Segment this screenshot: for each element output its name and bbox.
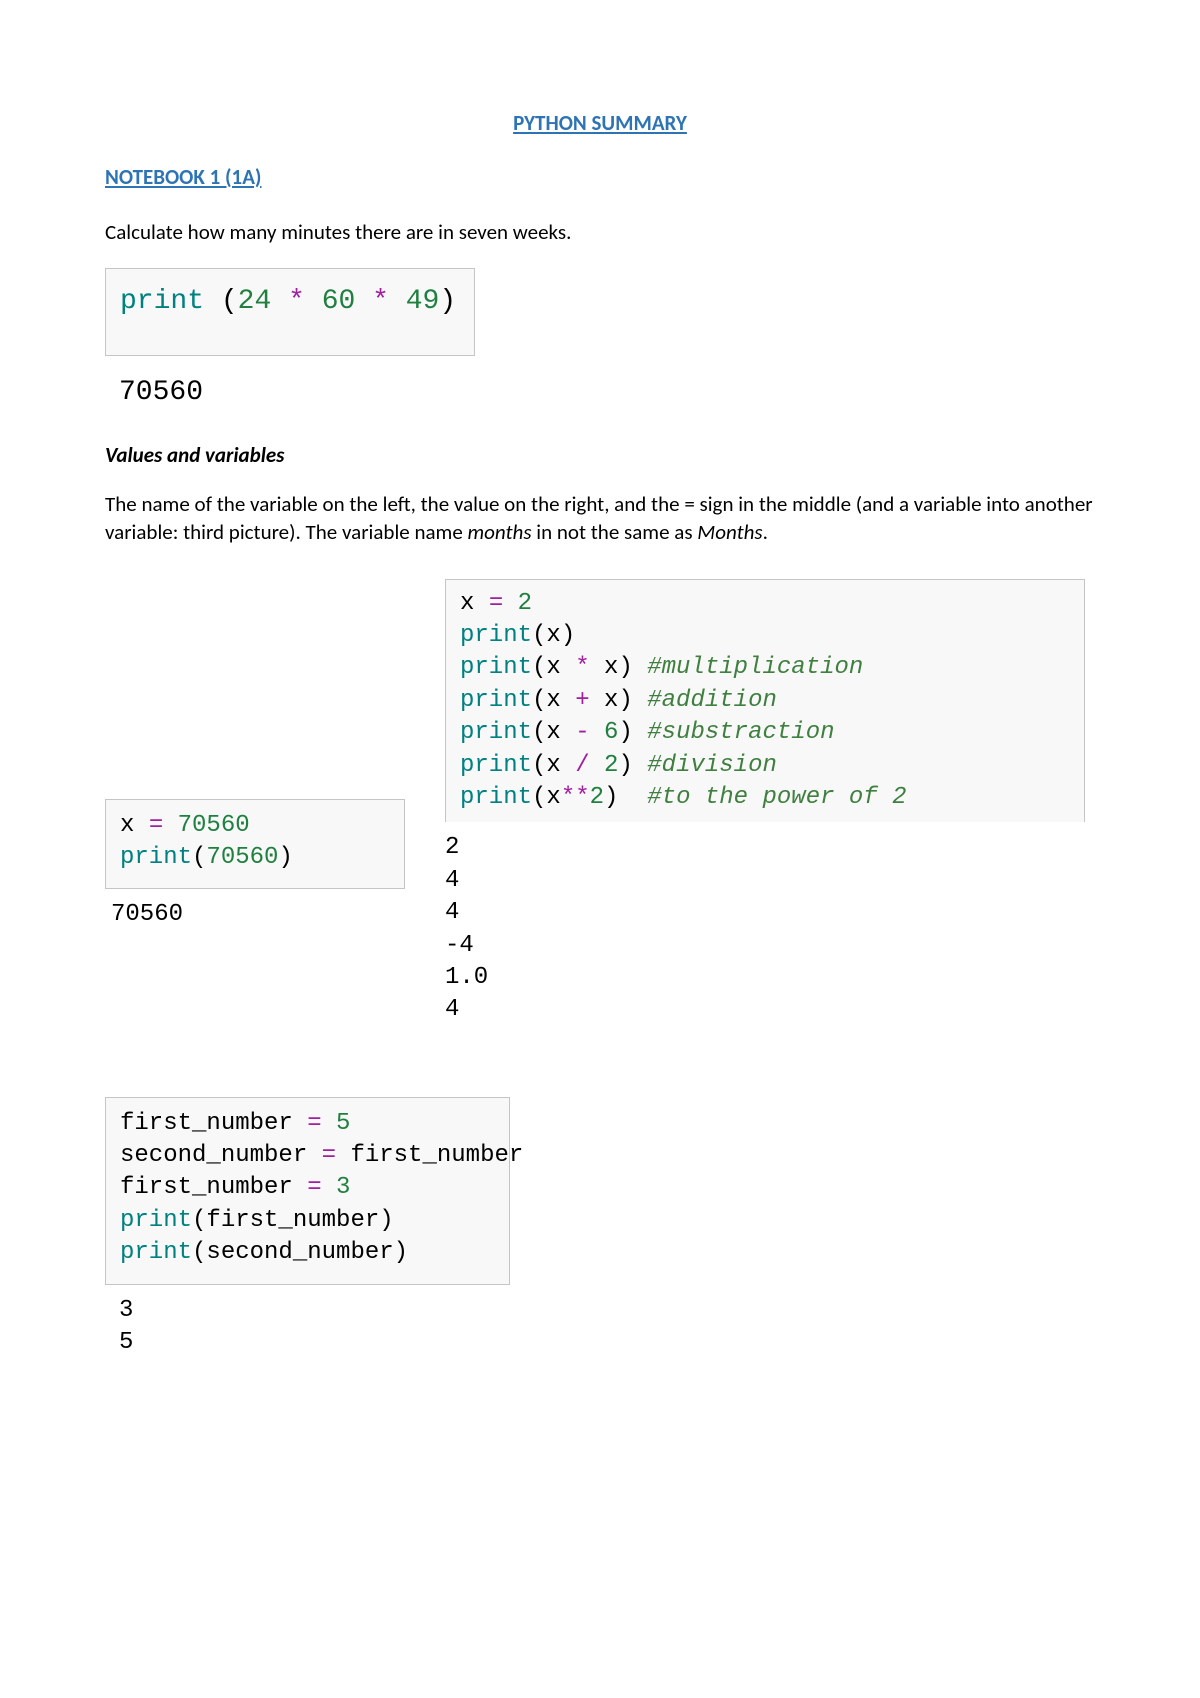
code-token: print: [460, 687, 532, 714]
code-token: (second_number): [192, 1239, 408, 1266]
code-token: (x): [532, 622, 575, 649]
code-token: second_number: [120, 1142, 322, 1169]
code-token: [590, 752, 604, 779]
code-token: 2: [518, 590, 532, 617]
code-token: (x: [532, 719, 575, 746]
output-cell-4: 3 5: [105, 1285, 1095, 1360]
code-token: print: [120, 844, 192, 871]
code-token: print: [120, 1207, 192, 1234]
code-token: *: [372, 286, 389, 317]
code-token: (x: [532, 784, 561, 811]
output-cell-1: 70560: [105, 356, 1095, 412]
code-token: print: [120, 1239, 192, 1266]
code-token: 3: [336, 1174, 350, 1201]
code-token: 5: [336, 1110, 350, 1137]
code-token: ): [618, 752, 647, 779]
code-token: print: [460, 654, 532, 681]
code-token: x: [120, 812, 149, 839]
code-token: print: [460, 719, 532, 746]
code-token: +: [575, 687, 589, 714]
code-token: (: [192, 844, 206, 871]
output-cell-2: 70560: [105, 889, 405, 931]
code-token: x): [590, 654, 648, 681]
code-token: [322, 1174, 336, 1201]
code-cell-3: x = 2 print(x) print(x * x) #multiplicat…: [445, 579, 1085, 823]
code-token: =: [307, 1174, 321, 1201]
code-token: 70560: [178, 812, 250, 839]
code-token: #to the power of 2: [647, 784, 906, 811]
code-token: #addition: [647, 687, 777, 714]
code-cell-2: x = 70560 print(70560): [105, 799, 405, 890]
code-token: #multiplication: [647, 654, 863, 681]
subheading-values: Values and variables: [105, 442, 1095, 468]
code-token: [503, 590, 517, 617]
code-token: 24: [238, 286, 272, 317]
code-token: =: [489, 590, 503, 617]
code-token: =: [322, 1142, 336, 1169]
code-token: ): [618, 719, 647, 746]
code-token: -: [575, 719, 589, 746]
code-token: *: [288, 286, 305, 317]
code-token: ): [278, 844, 292, 871]
code-token: (x: [532, 654, 575, 681]
code-token: =: [149, 812, 163, 839]
code-token: =: [307, 1110, 321, 1137]
code-token: first_number: [120, 1174, 307, 1201]
code-token: (: [221, 286, 238, 317]
code-token: first_number: [120, 1110, 307, 1137]
code-token: /: [575, 752, 589, 779]
code-token: print: [120, 286, 221, 317]
right-column: x = 2 print(x) print(x * x) #multiplicat…: [445, 579, 1095, 1027]
code-token: [305, 286, 322, 317]
code-token: #substraction: [647, 719, 834, 746]
code-token: [271, 286, 288, 317]
code-token: (first_number): [192, 1207, 394, 1234]
document-page: PYTHON SUMMARY NOTEBOOK 1 (1A) Calculate…: [0, 0, 1200, 1419]
code-token: **: [561, 784, 590, 811]
code-token: 2: [604, 752, 618, 779]
code-token: [163, 812, 177, 839]
intro-paragraph: Calculate how many minutes there are in …: [105, 218, 1095, 246]
two-column-layout: x = 70560 print(70560) 70560 x = 2 print…: [105, 579, 1095, 1027]
code-token: #division: [647, 752, 777, 779]
code-token: 60: [322, 286, 356, 317]
code-token: [389, 286, 406, 317]
code-token: (x: [532, 687, 575, 714]
left-column: x = 70560 print(70560) 70560: [105, 579, 405, 932]
code-token: [322, 1110, 336, 1137]
code-token: print: [460, 752, 532, 779]
code-cell-1: print (24 * 60 * 49): [105, 268, 475, 356]
code-token: *: [575, 654, 589, 681]
section-title: NOTEBOOK 1 (1A): [105, 164, 1095, 190]
code-token: x): [590, 687, 648, 714]
code-token: [355, 286, 372, 317]
paragraph-2: The name of the variable on the left, th…: [105, 490, 1095, 547]
code-token: x: [460, 590, 489, 617]
code-token: 6: [604, 719, 618, 746]
code-token: ): [439, 286, 456, 317]
code-token: (x: [532, 752, 575, 779]
output-cell-3: 2 4 4 -4 1.0 4: [445, 822, 1095, 1026]
main-title: PYTHON SUMMARY: [105, 110, 1095, 136]
code-token: ): [604, 784, 647, 811]
code-token: [590, 719, 604, 746]
code-token: first_number: [336, 1142, 523, 1169]
code-token: 70560: [206, 844, 278, 871]
code-token: print: [460, 622, 532, 649]
code-cell-4: first_number = 5 second_number = first_n…: [105, 1097, 510, 1285]
code-token: 49: [406, 286, 440, 317]
code-token: print: [460, 784, 532, 811]
code-token: 2: [590, 784, 604, 811]
